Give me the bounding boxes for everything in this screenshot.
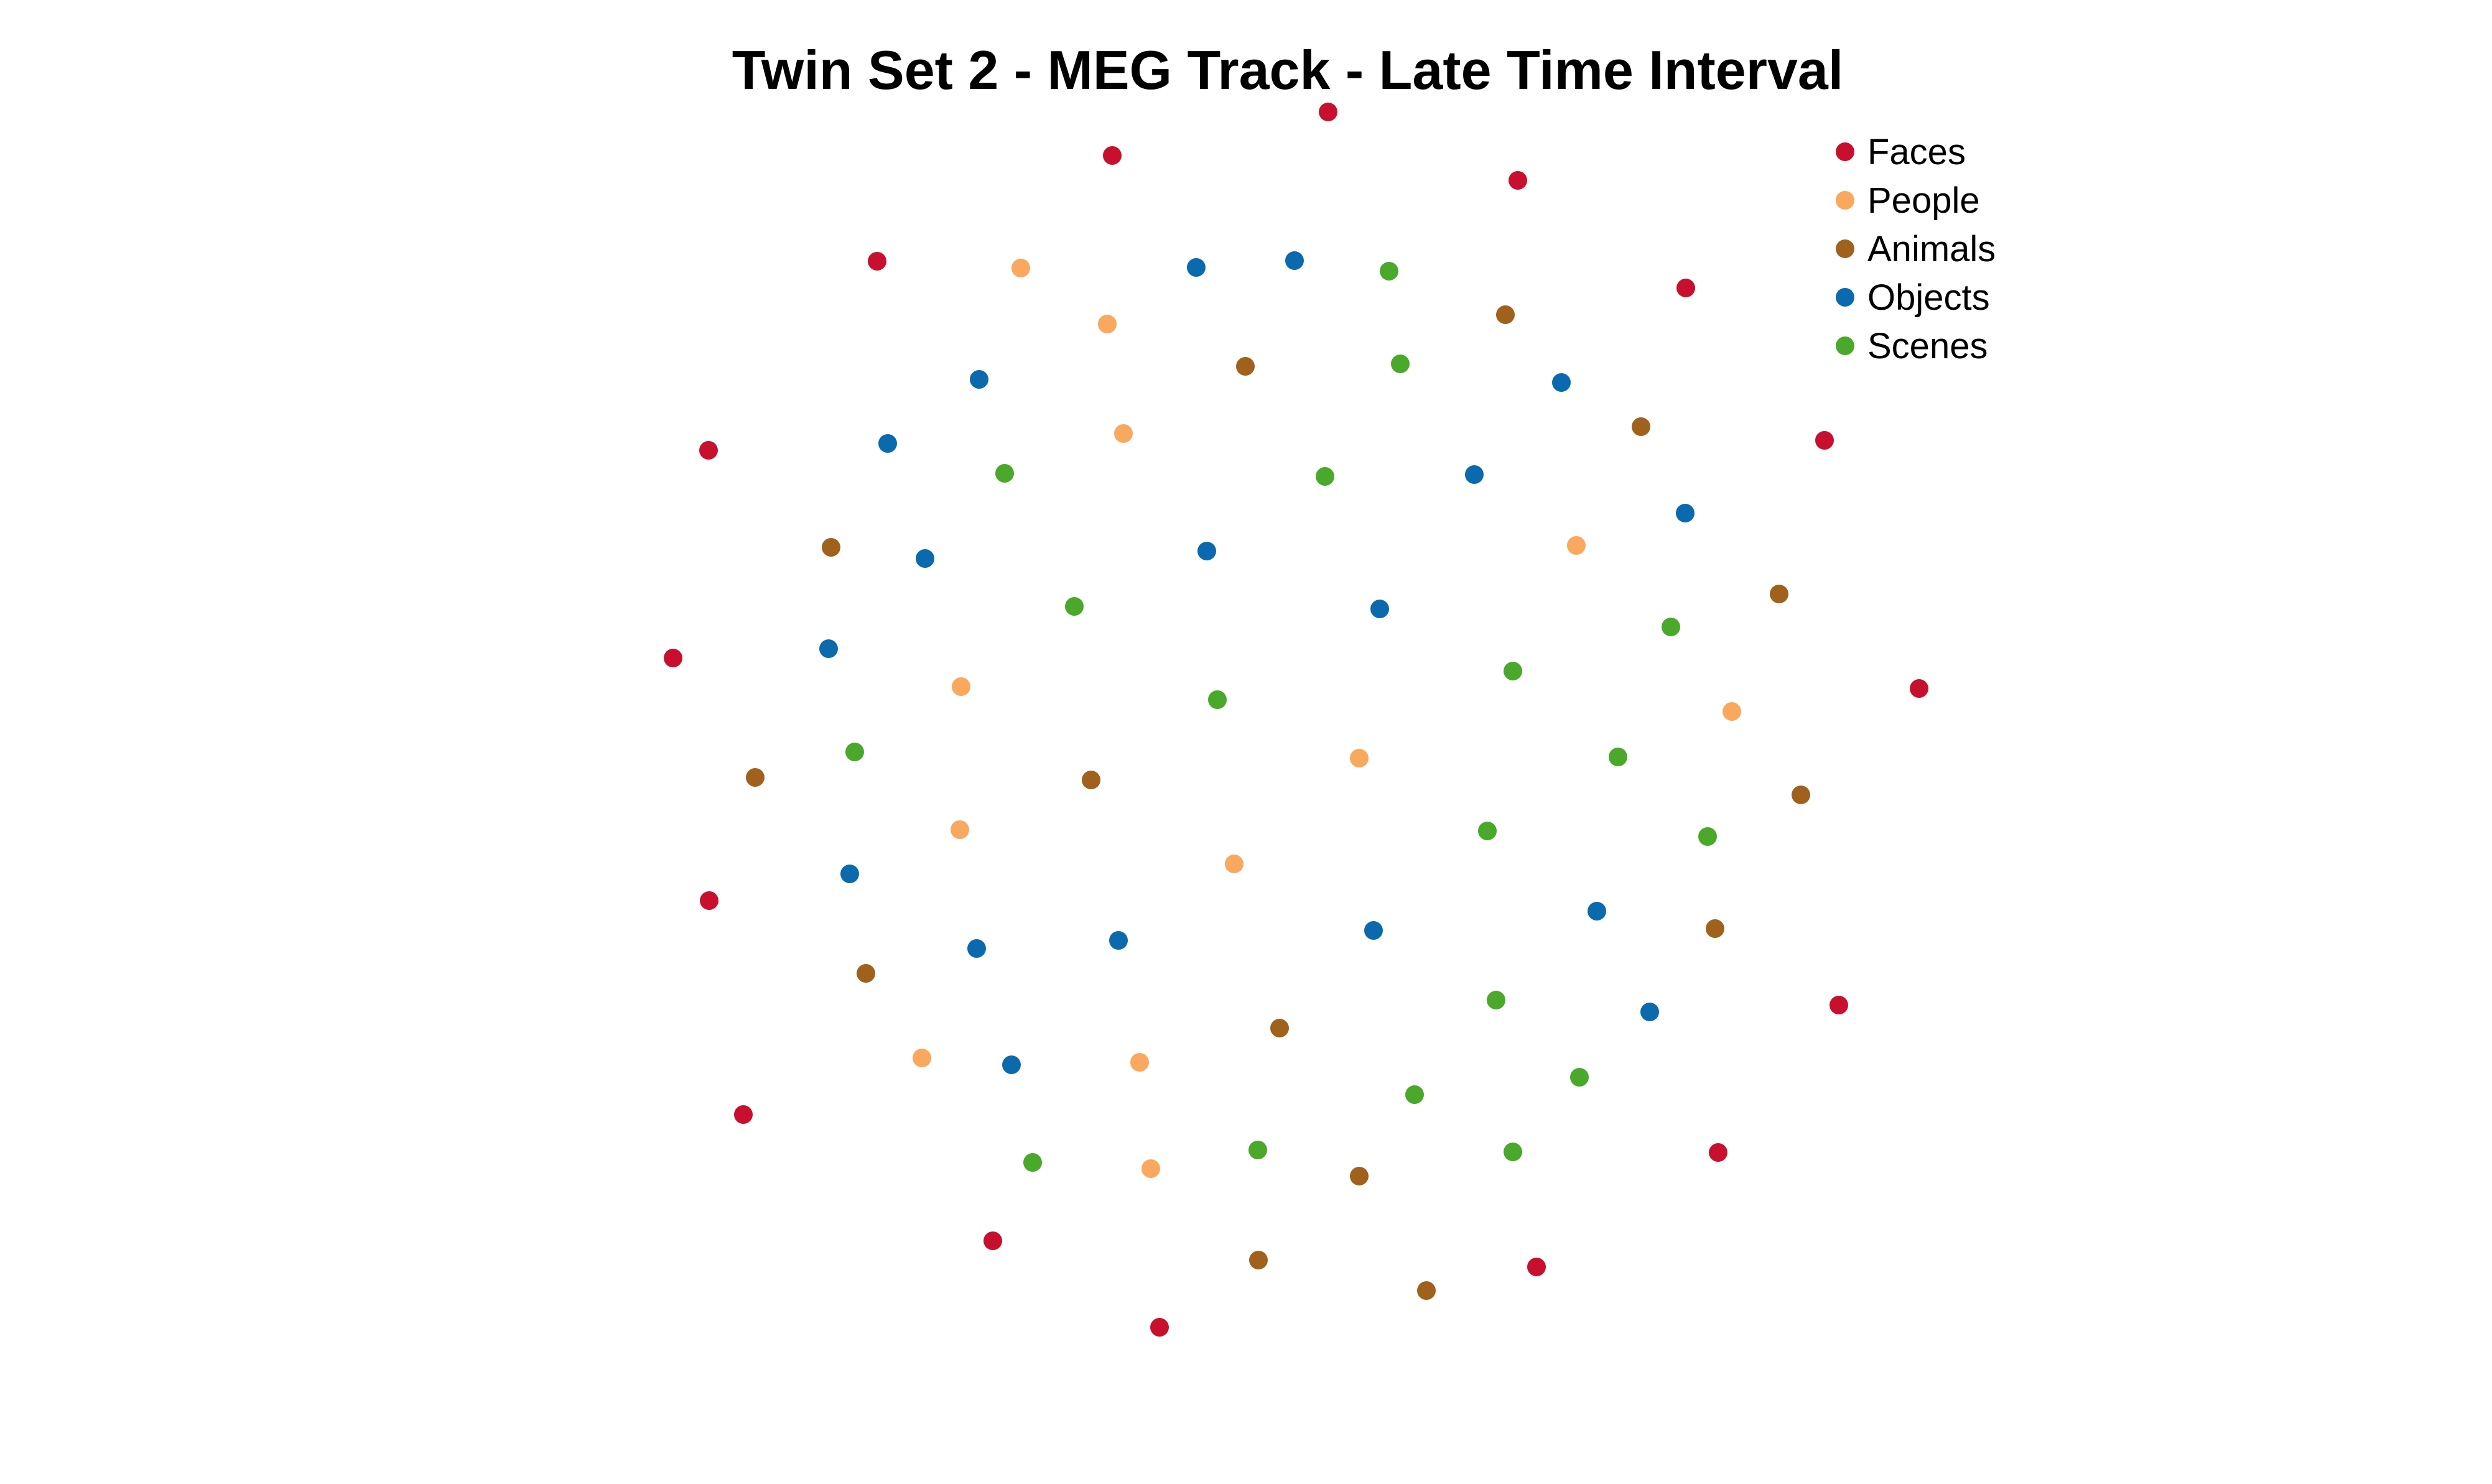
data-point-faces-15 (1527, 1258, 1546, 1276)
data-point-objects-7 (1676, 504, 1695, 522)
data-point-objects-12 (840, 865, 859, 883)
data-point-people-5 (952, 677, 970, 696)
data-point-faces-3 (1509, 171, 1527, 190)
data-point-scenes-15 (1570, 1068, 1589, 1087)
chart-title: Twin Set 2 - MEG Track - Late Time Inter… (732, 39, 1844, 101)
data-point-people-12 (1141, 1159, 1160, 1178)
data-point-objects-8 (916, 549, 934, 568)
data-point-scenes-2 (1391, 355, 1410, 373)
data-point-scenes-4 (1316, 467, 1334, 486)
data-point-objects-11 (819, 639, 838, 658)
data-point-scenes-1 (1380, 262, 1398, 281)
data-point-people-7 (1350, 749, 1369, 768)
legend-label: Faces (1867, 132, 1966, 172)
data-point-objects-1 (1187, 258, 1206, 277)
legend-marker (1836, 336, 1854, 355)
data-point-objects-9 (1197, 542, 1216, 560)
data-point-objects-16 (1588, 902, 1606, 921)
legend-item-people: People (1836, 180, 1980, 221)
data-point-scenes-6 (1662, 618, 1680, 636)
data-point-objects-14 (1109, 931, 1128, 950)
legend-item-faces: Faces (1836, 132, 1966, 172)
data-point-scenes-7 (1208, 690, 1227, 709)
data-point-animals-3 (1632, 417, 1650, 436)
data-point-objects-13 (967, 939, 986, 958)
data-point-animals-13 (1249, 1251, 1268, 1269)
data-point-animals-12 (1350, 1167, 1369, 1185)
data-point-people-1 (1011, 259, 1030, 277)
data-point-scenes-9 (845, 743, 864, 761)
data-point-people-3 (1114, 424, 1133, 443)
data-point-animals-8 (1792, 786, 1810, 804)
data-point-people-6 (1723, 702, 1741, 721)
data-point-scenes-10 (1609, 748, 1627, 766)
data-point-people-9 (1225, 855, 1244, 873)
data-point-faces-14 (983, 1231, 1002, 1250)
legend: Faces People Animals Objects Scenes (1836, 132, 1996, 366)
data-point-faces-6 (699, 441, 718, 460)
data-point-scenes-12 (1698, 827, 1717, 846)
data-point-faces-2 (1103, 146, 1122, 165)
legend-item-objects: Objects (1836, 277, 1990, 318)
data-point-faces-5 (1676, 279, 1695, 297)
legend-marker (1836, 191, 1854, 210)
data-point-faces-12 (734, 1105, 753, 1124)
data-point-faces-16 (1150, 1318, 1169, 1337)
data-point-faces-4 (868, 252, 886, 271)
data-point-scenes-3 (995, 464, 1014, 483)
data-point-objects-2 (1285, 251, 1304, 270)
data-point-scenes-18 (1504, 1143, 1522, 1161)
data-point-faces-11 (1829, 996, 1848, 1014)
data-point-people-11 (1130, 1053, 1149, 1072)
data-point-animals-10 (1706, 919, 1724, 938)
data-point-objects-3 (970, 370, 988, 389)
legend-marker (1836, 288, 1854, 307)
data-point-animals-14 (1417, 1281, 1436, 1300)
data-point-animals-11 (1270, 1019, 1289, 1037)
data-point-scenes-11 (1478, 822, 1497, 840)
data-point-faces-13 (1709, 1143, 1727, 1162)
data-point-scenes-14 (1405, 1085, 1424, 1104)
data-point-animals-1 (1496, 305, 1515, 324)
data-point-faces-9 (1910, 679, 1928, 698)
data-point-animals-9 (857, 964, 875, 983)
data-point-objects-17 (1002, 1055, 1021, 1074)
legend-item-animals: Animals (1836, 229, 1996, 269)
data-point-scenes-13 (1487, 991, 1505, 1009)
data-point-faces-7 (1815, 431, 1834, 450)
legend-item-scenes: Scenes (1836, 326, 1988, 366)
data-point-objects-6 (1465, 465, 1484, 484)
data-point-animals-6 (746, 768, 765, 787)
data-point-people-2 (1098, 315, 1117, 333)
data-point-people-10 (913, 1049, 931, 1067)
data-point-scenes-5 (1065, 597, 1084, 616)
data-point-scenes-8 (1504, 662, 1522, 680)
data-point-objects-18 (1640, 1003, 1659, 1021)
data-point-people-8 (951, 820, 969, 839)
legend-label: Scenes (1867, 326, 1988, 366)
data-point-objects-10 (1370, 600, 1389, 618)
data-point-faces-10 (700, 891, 718, 910)
points-layer (664, 103, 1928, 1337)
data-point-objects-4 (1552, 373, 1571, 392)
data-point-scenes-16 (1023, 1153, 1042, 1172)
data-point-people-4 (1567, 536, 1586, 555)
legend-label: Objects (1867, 277, 1990, 318)
legend-label: Animals (1867, 229, 1996, 269)
data-point-objects-15 (1364, 921, 1383, 940)
data-point-animals-7 (1082, 771, 1100, 789)
data-point-objects-5 (878, 434, 897, 453)
data-point-animals-2 (1236, 357, 1255, 376)
data-point-animals-4 (822, 538, 840, 557)
data-point-faces-1 (1319, 103, 1337, 121)
legend-marker (1836, 239, 1854, 258)
data-point-faces-8 (664, 649, 682, 667)
legend-marker (1836, 142, 1854, 161)
data-point-animals-5 (1770, 585, 1788, 603)
data-point-scenes-17 (1248, 1141, 1267, 1159)
legend-label: People (1867, 180, 1980, 221)
